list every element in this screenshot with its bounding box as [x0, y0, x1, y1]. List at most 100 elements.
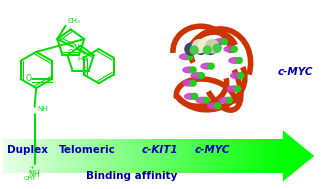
- Polygon shape: [161, 139, 162, 173]
- Polygon shape: [108, 139, 109, 173]
- Polygon shape: [262, 139, 263, 173]
- Polygon shape: [230, 139, 231, 173]
- Polygon shape: [253, 139, 254, 173]
- Polygon shape: [248, 139, 249, 173]
- Polygon shape: [105, 139, 106, 173]
- Polygon shape: [256, 139, 257, 173]
- Polygon shape: [238, 139, 239, 173]
- Polygon shape: [260, 139, 261, 173]
- Circle shape: [190, 42, 201, 53]
- Polygon shape: [252, 139, 253, 173]
- Polygon shape: [199, 139, 200, 173]
- Polygon shape: [264, 139, 265, 173]
- Polygon shape: [214, 139, 215, 173]
- Polygon shape: [4, 139, 5, 173]
- Polygon shape: [176, 139, 177, 173]
- Polygon shape: [269, 139, 270, 173]
- Polygon shape: [73, 139, 74, 173]
- Text: S: S: [82, 67, 86, 76]
- Polygon shape: [40, 139, 41, 173]
- Polygon shape: [74, 139, 75, 173]
- Polygon shape: [282, 139, 283, 173]
- Polygon shape: [8, 139, 9, 173]
- Polygon shape: [186, 139, 187, 173]
- Polygon shape: [111, 139, 112, 173]
- Polygon shape: [75, 139, 76, 173]
- Polygon shape: [228, 139, 229, 173]
- Polygon shape: [195, 139, 196, 173]
- Polygon shape: [70, 139, 71, 173]
- Text: $\mathregular{\overset{+}{N}H}$: $\mathregular{\overset{+}{N}H}$: [28, 163, 41, 180]
- Polygon shape: [160, 139, 161, 173]
- Polygon shape: [21, 139, 22, 173]
- Circle shape: [185, 43, 197, 55]
- Polygon shape: [129, 139, 130, 173]
- Polygon shape: [123, 139, 124, 173]
- Polygon shape: [22, 139, 23, 173]
- Polygon shape: [41, 139, 42, 173]
- Polygon shape: [80, 139, 81, 173]
- Polygon shape: [79, 139, 80, 173]
- Polygon shape: [227, 139, 228, 173]
- Polygon shape: [174, 139, 175, 173]
- Polygon shape: [49, 139, 50, 173]
- Polygon shape: [272, 139, 273, 173]
- Polygon shape: [26, 139, 27, 173]
- Circle shape: [192, 40, 206, 53]
- Polygon shape: [86, 139, 87, 173]
- Text: Telomeric: Telomeric: [59, 145, 115, 155]
- Polygon shape: [274, 139, 275, 173]
- Polygon shape: [165, 139, 166, 173]
- Polygon shape: [82, 139, 83, 173]
- Polygon shape: [148, 139, 149, 173]
- Polygon shape: [89, 139, 90, 173]
- Polygon shape: [200, 139, 201, 173]
- Polygon shape: [32, 139, 33, 173]
- Polygon shape: [33, 139, 34, 173]
- Polygon shape: [209, 139, 210, 173]
- Polygon shape: [104, 139, 105, 173]
- Ellipse shape: [214, 39, 227, 44]
- Polygon shape: [92, 139, 93, 173]
- Polygon shape: [215, 139, 216, 173]
- Polygon shape: [178, 139, 179, 173]
- Text: Duplex: Duplex: [8, 145, 48, 155]
- Polygon shape: [275, 139, 276, 173]
- Polygon shape: [216, 139, 217, 173]
- Polygon shape: [251, 139, 252, 173]
- Polygon shape: [115, 139, 116, 173]
- Polygon shape: [190, 139, 191, 173]
- Polygon shape: [57, 139, 58, 173]
- Polygon shape: [88, 139, 89, 173]
- Ellipse shape: [208, 103, 220, 109]
- Polygon shape: [84, 139, 85, 173]
- Polygon shape: [93, 139, 94, 173]
- Polygon shape: [180, 139, 181, 173]
- Polygon shape: [24, 139, 25, 173]
- Polygon shape: [83, 139, 84, 173]
- Polygon shape: [170, 139, 171, 173]
- Text: O: O: [25, 74, 31, 84]
- Polygon shape: [146, 139, 147, 173]
- Polygon shape: [71, 139, 72, 173]
- Polygon shape: [159, 139, 160, 173]
- Polygon shape: [150, 139, 151, 173]
- Polygon shape: [61, 139, 62, 173]
- Text: N: N: [73, 44, 79, 53]
- Polygon shape: [276, 139, 277, 173]
- Polygon shape: [156, 139, 157, 173]
- Polygon shape: [154, 139, 155, 173]
- Polygon shape: [217, 139, 218, 173]
- Polygon shape: [14, 139, 15, 173]
- Ellipse shape: [229, 58, 241, 63]
- Polygon shape: [267, 139, 268, 173]
- Polygon shape: [177, 139, 178, 173]
- Polygon shape: [59, 139, 60, 173]
- Circle shape: [205, 44, 216, 54]
- Circle shape: [198, 38, 213, 53]
- Polygon shape: [212, 139, 213, 173]
- Polygon shape: [56, 139, 57, 173]
- Polygon shape: [68, 139, 69, 173]
- Circle shape: [206, 40, 219, 53]
- Polygon shape: [15, 139, 16, 173]
